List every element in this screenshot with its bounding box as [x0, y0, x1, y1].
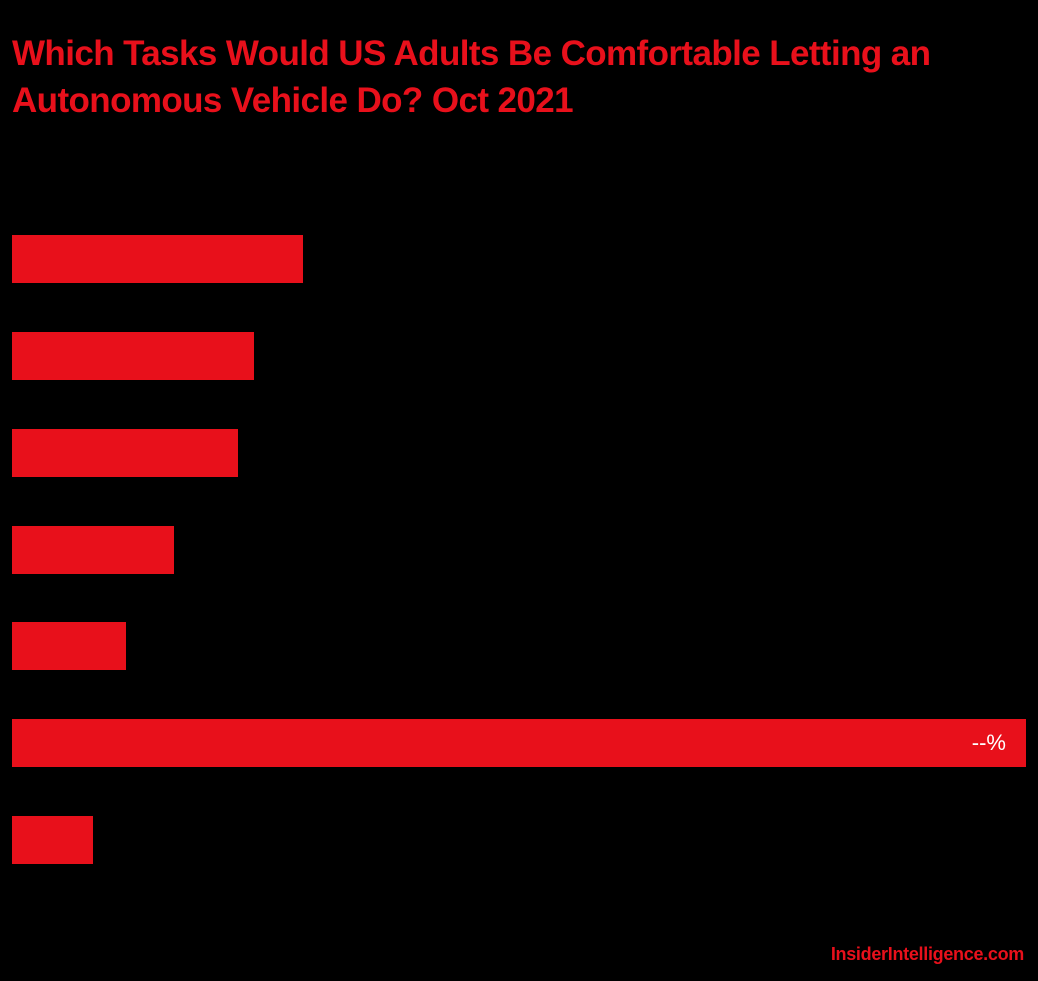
source-footer: InsiderIntelligence.com [830, 944, 1024, 964]
bar [12, 332, 254, 380]
chart-title: Which Tasks Would US Adults Be Comfortab… [12, 34, 931, 120]
bar [12, 235, 303, 283]
bar [12, 816, 93, 864]
bar [12, 622, 126, 670]
bar [12, 526, 174, 574]
bar-value-label: --% [971, 730, 1006, 755]
bar [12, 429, 238, 477]
bar: --% [12, 719, 1026, 767]
